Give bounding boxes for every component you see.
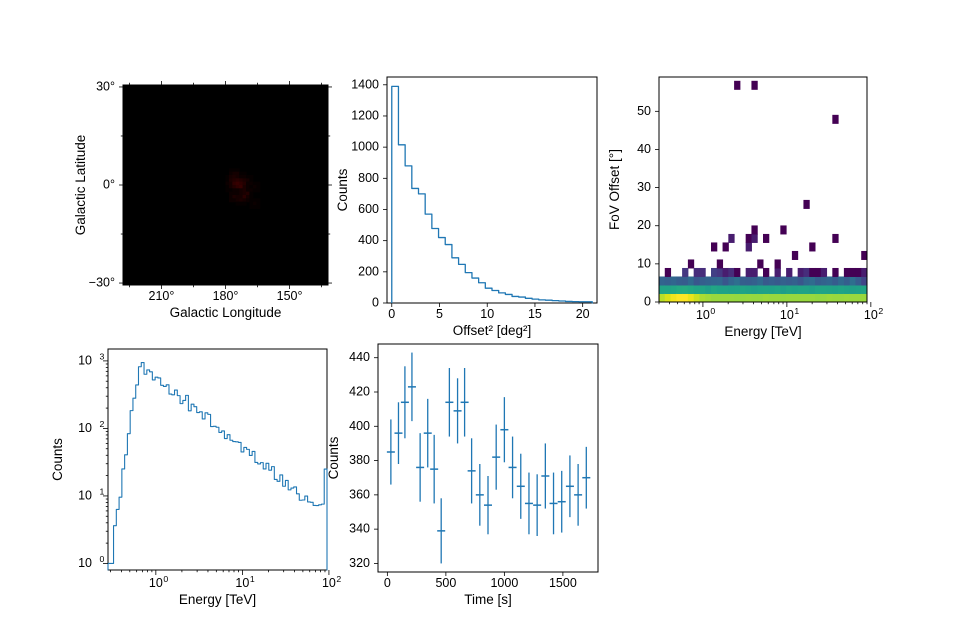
svg-text:0: 0 (388, 307, 395, 321)
svg-text:2: 2 (878, 306, 883, 316)
svg-text:Galactic Latitude: Galactic Latitude (73, 135, 88, 236)
svg-text:10: 10 (780, 308, 794, 322)
svg-text:150°: 150° (277, 289, 303, 303)
svg-text:210°: 210° (149, 289, 175, 303)
svg-text:50: 50 (637, 104, 651, 118)
svg-text:340: 340 (349, 522, 370, 536)
svg-text:Time [s]: Time [s] (464, 592, 512, 607)
svg-text:2: 2 (100, 419, 105, 429)
svg-text:Offset² [deg²]: Offset² [deg²] (453, 323, 532, 338)
svg-text:Counts: Counts (50, 438, 65, 481)
svg-text:0°: 0° (103, 178, 115, 192)
svg-text:10: 10 (480, 307, 494, 321)
svg-text:10: 10 (235, 576, 249, 590)
svg-text:10: 10 (696, 308, 710, 322)
svg-text:1000: 1000 (490, 576, 518, 590)
svg-text:0: 0 (644, 295, 651, 309)
svg-text:3: 3 (100, 351, 105, 361)
svg-text:15: 15 (528, 307, 542, 321)
svg-text:400: 400 (349, 419, 370, 433)
svg-text:320: 320 (349, 556, 370, 570)
svg-text:10: 10 (149, 576, 163, 590)
svg-text:30°: 30° (96, 79, 115, 93)
svg-text:1200: 1200 (351, 108, 379, 122)
svg-text:420: 420 (349, 385, 370, 399)
svg-text:1: 1 (100, 486, 105, 496)
svg-text:500: 500 (435, 576, 456, 590)
svg-text:10: 10 (864, 308, 878, 322)
svg-text:5: 5 (436, 307, 443, 321)
svg-text:2: 2 (336, 574, 341, 584)
svg-text:0: 0 (163, 574, 168, 584)
svg-text:400: 400 (358, 233, 379, 247)
svg-text:800: 800 (358, 171, 379, 185)
svg-text:440: 440 (349, 350, 370, 364)
svg-text:1000: 1000 (351, 140, 379, 154)
svg-text:0: 0 (384, 576, 391, 590)
svg-text:40: 40 (637, 142, 651, 156)
svg-text:10: 10 (322, 576, 336, 590)
svg-text:30: 30 (637, 180, 651, 194)
svg-text:1: 1 (250, 574, 255, 584)
svg-text:10: 10 (78, 353, 92, 367)
svg-text:600: 600 (358, 202, 379, 216)
svg-text:20: 20 (576, 307, 590, 321)
svg-text:0: 0 (710, 306, 715, 316)
svg-text:200: 200 (358, 264, 379, 278)
svg-text:360: 360 (349, 487, 370, 501)
svg-text:Counts: Counts (335, 168, 350, 211)
svg-text:1500: 1500 (549, 576, 577, 590)
svg-text:Galactic Longitude: Galactic Longitude (170, 305, 282, 320)
svg-text:10: 10 (78, 421, 92, 435)
svg-text:Energy [TeV]: Energy [TeV] (179, 592, 256, 607)
svg-text:1: 1 (794, 306, 799, 316)
svg-text:20: 20 (637, 218, 651, 232)
svg-text:Energy [TeV]: Energy [TeV] (724, 324, 801, 339)
svg-text:Counts: Counts (326, 436, 341, 479)
svg-text:0: 0 (372, 296, 379, 310)
svg-text:FoV Offset [°]: FoV Offset [°] (607, 149, 622, 230)
svg-text:10: 10 (78, 488, 92, 502)
svg-text:0: 0 (100, 554, 105, 564)
svg-text:10: 10 (637, 256, 651, 270)
svg-text:−30°: −30° (89, 276, 115, 290)
svg-text:1400: 1400 (351, 77, 379, 91)
svg-text:10: 10 (78, 556, 92, 570)
svg-text:180°: 180° (213, 289, 239, 303)
svg-text:380: 380 (349, 453, 370, 467)
